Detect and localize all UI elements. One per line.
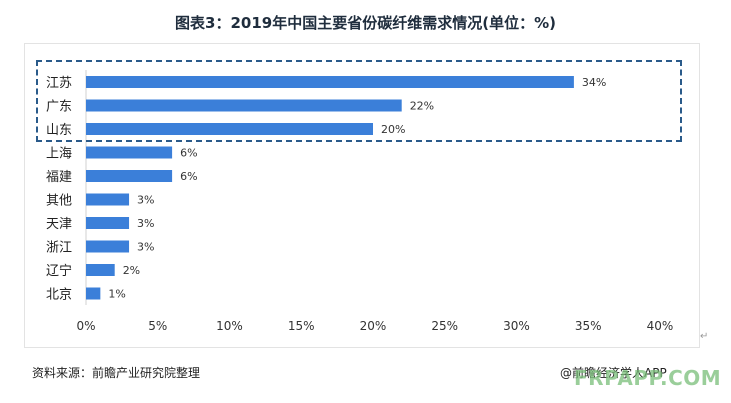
- bar: [86, 193, 130, 206]
- bar: [86, 123, 373, 135]
- credit-note: @前瞻经济学人APP: [560, 366, 667, 380]
- bar: [86, 99, 402, 112]
- value-label: 3%: [137, 194, 154, 207]
- category-label: 浙江: [46, 241, 72, 256]
- x-tick-label: 0%: [76, 319, 95, 333]
- category-label: 北京: [46, 288, 72, 303]
- category-label: 辽宁: [46, 263, 72, 279]
- value-label: 3%: [137, 217, 154, 230]
- value-label: 6%: [180, 170, 197, 183]
- category-label: 天津: [46, 217, 72, 232]
- bar: [86, 146, 173, 159]
- category-label: 其他: [46, 194, 72, 209]
- value-label: 22%: [410, 100, 434, 113]
- category-label: 广东: [46, 100, 72, 115]
- value-label: 2%: [123, 264, 140, 277]
- value-label: 1%: [108, 288, 125, 301]
- bar: [86, 287, 101, 300]
- x-tick-label: 5%: [148, 319, 167, 333]
- value-label: 34%: [582, 76, 606, 89]
- bar: [86, 240, 130, 253]
- bar: [86, 217, 130, 229]
- site-watermark: FRPAPP.COM: [574, 366, 722, 390]
- highlight-box: [36, 60, 682, 142]
- bar: [86, 76, 574, 88]
- bar: [86, 170, 173, 182]
- x-tick-label: 40%: [647, 319, 674, 333]
- x-tick-label: 35%: [575, 319, 602, 333]
- x-tick-label: 25%: [431, 319, 458, 333]
- value-label: 20%: [381, 123, 405, 136]
- source-note: 资料来源：前瞻产业研究院整理: [32, 366, 201, 380]
- value-label: 6%: [180, 147, 197, 160]
- bar: [86, 264, 115, 276]
- x-tick-label: 10%: [216, 319, 243, 333]
- category-label: 山东: [46, 123, 72, 138]
- x-tick-label: 30%: [503, 319, 530, 333]
- x-tick-label: 20%: [360, 319, 387, 333]
- category-label: 江苏: [46, 75, 72, 91]
- chart-frame: [24, 43, 700, 348]
- x-tick-label: 15%: [288, 319, 315, 333]
- value-label: 3%: [137, 241, 154, 254]
- category-label: 福建: [46, 170, 72, 185]
- chart-title: 图表3：2019年中国主要省份碳纤维需求情况(单位：%): [175, 14, 556, 32]
- category-label: 上海: [46, 147, 72, 162]
- return-mark: ↵: [700, 331, 709, 342]
